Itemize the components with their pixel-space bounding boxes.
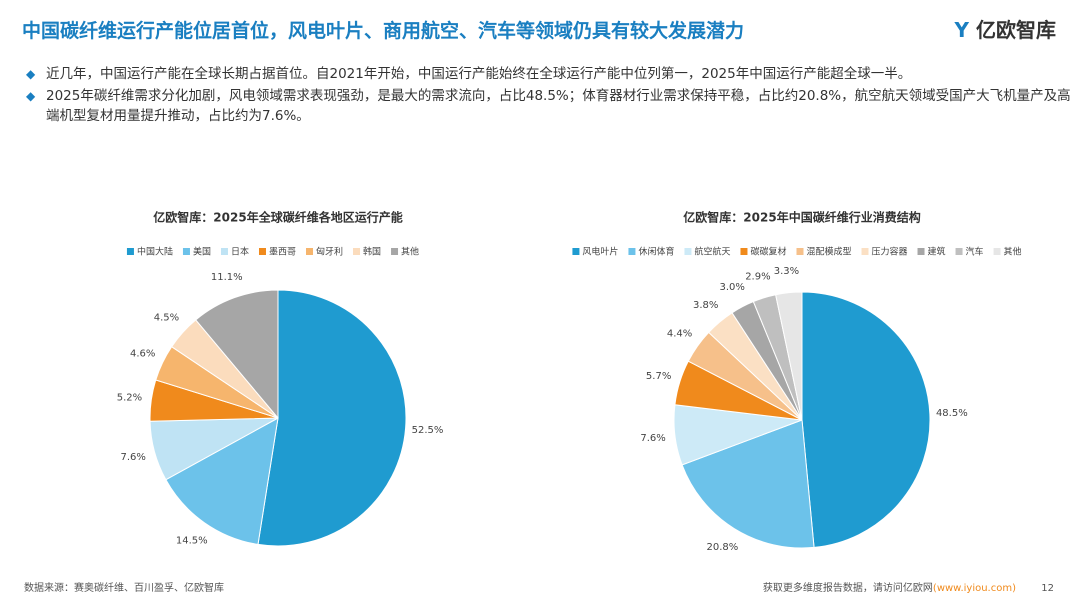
legend-label: 风电叶片	[582, 246, 618, 258]
pie-slice	[165, 417, 279, 545]
legend-swatch	[993, 248, 1001, 255]
legend-swatch	[220, 248, 228, 255]
legend-label: 美国	[193, 246, 211, 258]
value-label: 2.9%	[745, 272, 770, 283]
pie-slice	[775, 291, 803, 421]
legend-label: 其他	[1004, 246, 1022, 258]
value-label: 7.6%	[640, 433, 665, 444]
pie-slice	[195, 289, 279, 420]
value-label: 3.0%	[720, 282, 745, 293]
value-label: 4.4%	[667, 328, 692, 339]
value-label: 3.3%	[774, 266, 799, 277]
legend-swatch	[126, 248, 134, 255]
legend-label: 匈牙利	[316, 246, 343, 258]
bullet: 2025年碳纤维需求分化加剧，风电领域需求表现强劲，是最大的需求流向，占比48.…	[26, 86, 1076, 126]
footer-url[interactable]: (www.iyiou.com)	[932, 583, 1016, 594]
source: 数据来源：赛奥碳纤维、百川盈孚、亿欧智库	[24, 583, 224, 594]
value-label: 52.5%	[412, 425, 444, 436]
page-number: 12	[1041, 583, 1054, 594]
legend-swatch	[796, 248, 804, 255]
legend-swatch	[628, 248, 636, 255]
legend-swatch	[306, 248, 314, 255]
value-label: 20.8%	[707, 542, 739, 553]
legend-swatch	[740, 248, 748, 255]
legend-swatch	[917, 248, 925, 255]
legend-label: 墨西哥	[269, 247, 296, 258]
legend-swatch	[182, 248, 190, 255]
footer-text: 获取更多维度报告数据，请访问亿欧网	[762, 583, 933, 594]
legend-label: 混配模成型	[806, 246, 851, 258]
legend-label: 建筑	[928, 246, 946, 258]
legend-swatch	[391, 248, 399, 255]
legend-label: 汽车	[966, 246, 984, 258]
chart-title: 亿欧智库：2025年全球碳纤维各地区运行产能	[153, 210, 402, 225]
value-label: 4.5%	[154, 313, 179, 324]
legend-label: 休闲体育	[638, 246, 674, 258]
chart-title: 亿欧智库：2025年中国碳纤维行业消费结构	[683, 210, 920, 225]
legend-swatch	[861, 248, 869, 255]
value-label: 5.2%	[117, 392, 142, 403]
value-label: 7.6%	[120, 452, 145, 463]
value-label: 4.6%	[130, 348, 155, 359]
legend-label: 碳碳复材	[750, 246, 786, 258]
legend-swatch	[353, 248, 361, 255]
legend-label: 中国大陆	[137, 246, 173, 258]
legend-label: 日本	[231, 246, 249, 258]
legend-swatch	[684, 248, 692, 255]
value-label: 3.8%	[693, 300, 718, 311]
bullet: 近几年，中国运行产能在全球长期占据首位。自2021年开始，中国运行产能始终在全球…	[26, 64, 1076, 84]
legend-swatch	[258, 248, 266, 255]
value-label: 48.5%	[936, 408, 968, 419]
value-label: 5.7%	[646, 371, 671, 382]
legend-swatch	[955, 248, 963, 255]
legend-label: 航空航天	[694, 246, 730, 258]
pie-slice	[257, 289, 407, 547]
legend-label: 韩国	[363, 246, 381, 258]
pie-slice	[681, 419, 815, 549]
value-label: 11.1%	[211, 272, 243, 283]
legend-label: 压力容器	[872, 246, 908, 258]
slide-title: 中国碳纤维运行产能位居首位，风电叶片、商用航空、汽车等领域仍具有较大发展潜力	[22, 20, 745, 42]
logo: Y 亿欧智库	[954, 18, 1056, 42]
legend-swatch	[572, 248, 580, 255]
logo-text: 亿欧智库	[976, 18, 1056, 42]
value-label: 14.5%	[176, 536, 208, 547]
pie-slice	[801, 291, 931, 548]
footer-link: 获取更多维度报告数据，请访问亿欧网(www.iyiou.com)	[763, 579, 1016, 594]
legend-label: 其他	[401, 246, 419, 258]
